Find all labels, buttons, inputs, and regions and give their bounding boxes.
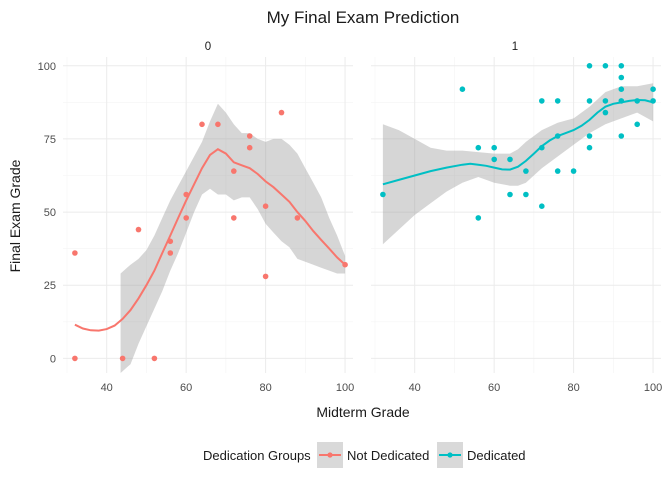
data-point-0-14 bbox=[246, 144, 253, 151]
data-point-1-19 bbox=[586, 133, 593, 139]
data-point-0-16 bbox=[262, 273, 269, 280]
confidence-band-1 bbox=[382, 83, 654, 245]
data-point-1-16 bbox=[570, 168, 577, 174]
data-point-1-1 bbox=[459, 86, 466, 92]
data-point-0-17 bbox=[278, 109, 285, 116]
data-point-1-26 bbox=[618, 86, 625, 92]
data-point-1-13 bbox=[554, 98, 561, 104]
x-tick-label-1-100: 100 bbox=[644, 382, 662, 394]
data-point-1-21 bbox=[602, 63, 609, 69]
data-point-0-5 bbox=[167, 250, 174, 256]
smooth-line-0 bbox=[74, 148, 346, 332]
data-point-1-25 bbox=[618, 74, 625, 81]
data-point-1-10 bbox=[539, 98, 545, 104]
x-axis-tick-labels: 40 60 80 100 40 60 80 100 bbox=[101, 382, 663, 394]
legend-title: Dedication Groups bbox=[203, 448, 311, 463]
x-tick-label-1-80: 80 bbox=[567, 382, 579, 394]
data-point-0-13 bbox=[246, 133, 253, 139]
x-tick-label-0-80: 80 bbox=[259, 382, 271, 394]
x-tick-label-1-40: 40 bbox=[409, 382, 421, 394]
legend-item-dedicated: Dedicated bbox=[437, 442, 526, 468]
data-point-0-15 bbox=[262, 203, 269, 209]
confidence-band-0 bbox=[120, 103, 346, 374]
x-tick-label-0-60: 60 bbox=[180, 382, 192, 394]
x-tick-label-0-100: 100 bbox=[336, 382, 354, 394]
data-point-0-2 bbox=[119, 355, 126, 362]
data-point-1-15 bbox=[554, 168, 561, 174]
data-point-1-8 bbox=[523, 168, 529, 174]
y-tick-label-100: 100 bbox=[38, 61, 56, 73]
data-point-1-23 bbox=[602, 109, 609, 116]
data-point-1-6 bbox=[507, 156, 513, 163]
legend: Dedication Groups Not Dedicated Dedicate… bbox=[203, 442, 526, 468]
data-point-1-30 bbox=[634, 121, 640, 128]
legend-item-not-dedicated: Not Dedicated bbox=[317, 442, 429, 468]
data-point-1-17 bbox=[586, 63, 593, 69]
data-point-0-9 bbox=[199, 121, 205, 128]
legend-key-point-not-dedicated bbox=[327, 452, 333, 458]
smooth-line-1 bbox=[382, 98, 654, 186]
x-tick-label-1-60: 60 bbox=[488, 382, 500, 394]
data-point-1-2 bbox=[475, 144, 482, 151]
data-point-0-4 bbox=[151, 355, 158, 362]
data-point-0-12 bbox=[231, 215, 237, 221]
data-point-1-3 bbox=[475, 215, 482, 221]
data-point-1-18 bbox=[586, 98, 593, 104]
x-tick-label-0-40: 40 bbox=[101, 382, 113, 394]
data-point-1-9 bbox=[523, 191, 529, 198]
data-point-1-31 bbox=[650, 86, 656, 92]
y-axis-tick-labels: 0 25 50 75 100 bbox=[38, 61, 56, 366]
legend-label-not-dedicated: Not Dedicated bbox=[347, 448, 429, 463]
data-point-1-24 bbox=[618, 63, 625, 69]
y-tick-label-25: 25 bbox=[44, 280, 56, 292]
y-tick-label-50: 50 bbox=[44, 207, 56, 219]
data-point-1-20 bbox=[586, 144, 593, 151]
data-point-1-7 bbox=[507, 191, 513, 198]
data-point-0-0 bbox=[72, 250, 78, 256]
legend-label-dedicated: Dedicated bbox=[467, 448, 526, 463]
y-axis-title: Final Exam Grade bbox=[7, 159, 23, 272]
panel-1 bbox=[371, 57, 661, 373]
data-point-1-5 bbox=[491, 156, 498, 163]
panel-strip-label-0: 0 bbox=[205, 41, 211, 53]
y-tick-label-0: 0 bbox=[50, 353, 56, 365]
data-point-1-4 bbox=[491, 144, 498, 151]
data-point-1-0 bbox=[380, 191, 386, 198]
data-point-1-28 bbox=[618, 133, 625, 139]
chart-title: My Final Exam Prediction bbox=[267, 8, 460, 27]
panel-strip-label-1: 1 bbox=[512, 41, 518, 53]
y-tick-label-75: 75 bbox=[44, 134, 56, 146]
data-point-0-3 bbox=[135, 226, 142, 233]
data-point-0-18 bbox=[294, 215, 301, 221]
panel-0 bbox=[63, 57, 353, 374]
data-point-1-22 bbox=[602, 98, 609, 104]
data-point-0-11 bbox=[231, 168, 237, 174]
data-point-0-1 bbox=[72, 355, 78, 362]
x-axis-title: Midterm Grade bbox=[316, 404, 410, 420]
data-point-0-10 bbox=[215, 121, 221, 128]
data-point-0-8 bbox=[183, 215, 189, 221]
legend-key-point-dedicated bbox=[447, 452, 453, 458]
data-point-1-12 bbox=[539, 203, 545, 209]
